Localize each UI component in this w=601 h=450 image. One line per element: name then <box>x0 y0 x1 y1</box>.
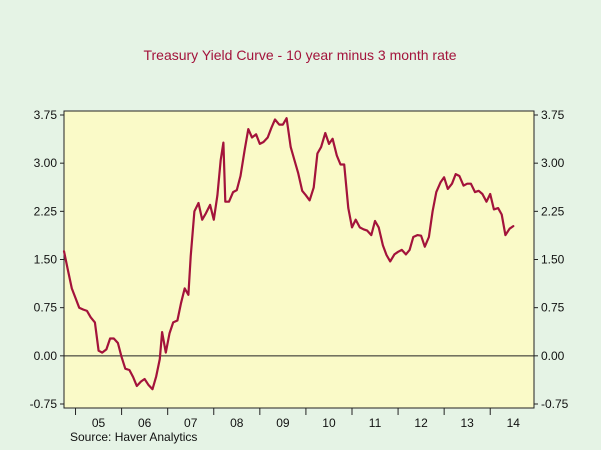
left-y-tick-label: -0.75 <box>30 397 58 411</box>
x-tick-label: 13 <box>461 416 475 430</box>
x-tick-label: 14 <box>507 416 521 430</box>
right-y-tick-label: 0.00 <box>541 349 565 363</box>
x-tick-label: 08 <box>230 416 244 430</box>
left-y-tick-label: 3.00 <box>34 156 58 170</box>
x-tick-label: 12 <box>414 416 428 430</box>
x-tick-label: 11 <box>369 416 382 430</box>
right-y-tick-label: 3.75 <box>541 108 565 122</box>
left-y-tick-label: 3.75 <box>34 108 58 122</box>
plot-area <box>63 110 535 409</box>
left-y-tick-label: 0.75 <box>34 301 58 315</box>
left-y-tick-label: 1.50 <box>34 253 58 267</box>
left-y-axis: 3.75 3.00 2.25 1.50 0.75 0.00 -0.75 <box>30 108 64 411</box>
right-y-tick-label: 0.75 <box>541 301 565 315</box>
right-y-tick-label: 2.25 <box>541 204 565 218</box>
left-y-tick-label: 0.00 <box>34 349 58 363</box>
left-y-tick-label: 2.25 <box>34 204 58 218</box>
right-y-tick-label: 3.00 <box>541 156 565 170</box>
yield-spread-line <box>62 117 515 391</box>
right-y-axis: 3.75 3.00 2.25 1.50 0.75 0.00 -0.75 <box>534 108 569 411</box>
x-tick-label: 06 <box>138 416 152 430</box>
x-tick-label: 05 <box>92 416 106 430</box>
right-y-tick-label: -0.75 <box>541 397 569 411</box>
x-axis: 05 06 07 08 09 10 11 12 13 14 <box>75 408 521 430</box>
x-tick-label: 07 <box>184 416 198 430</box>
chart-title: Treasury Yield Curve - 10 year minus 3 m… <box>143 47 456 63</box>
x-tick-label: 09 <box>276 416 290 430</box>
right-y-tick-label: 1.50 <box>541 253 565 267</box>
source-label: Source: Haver Analytics <box>70 430 197 444</box>
x-tick-label: 10 <box>322 416 336 430</box>
